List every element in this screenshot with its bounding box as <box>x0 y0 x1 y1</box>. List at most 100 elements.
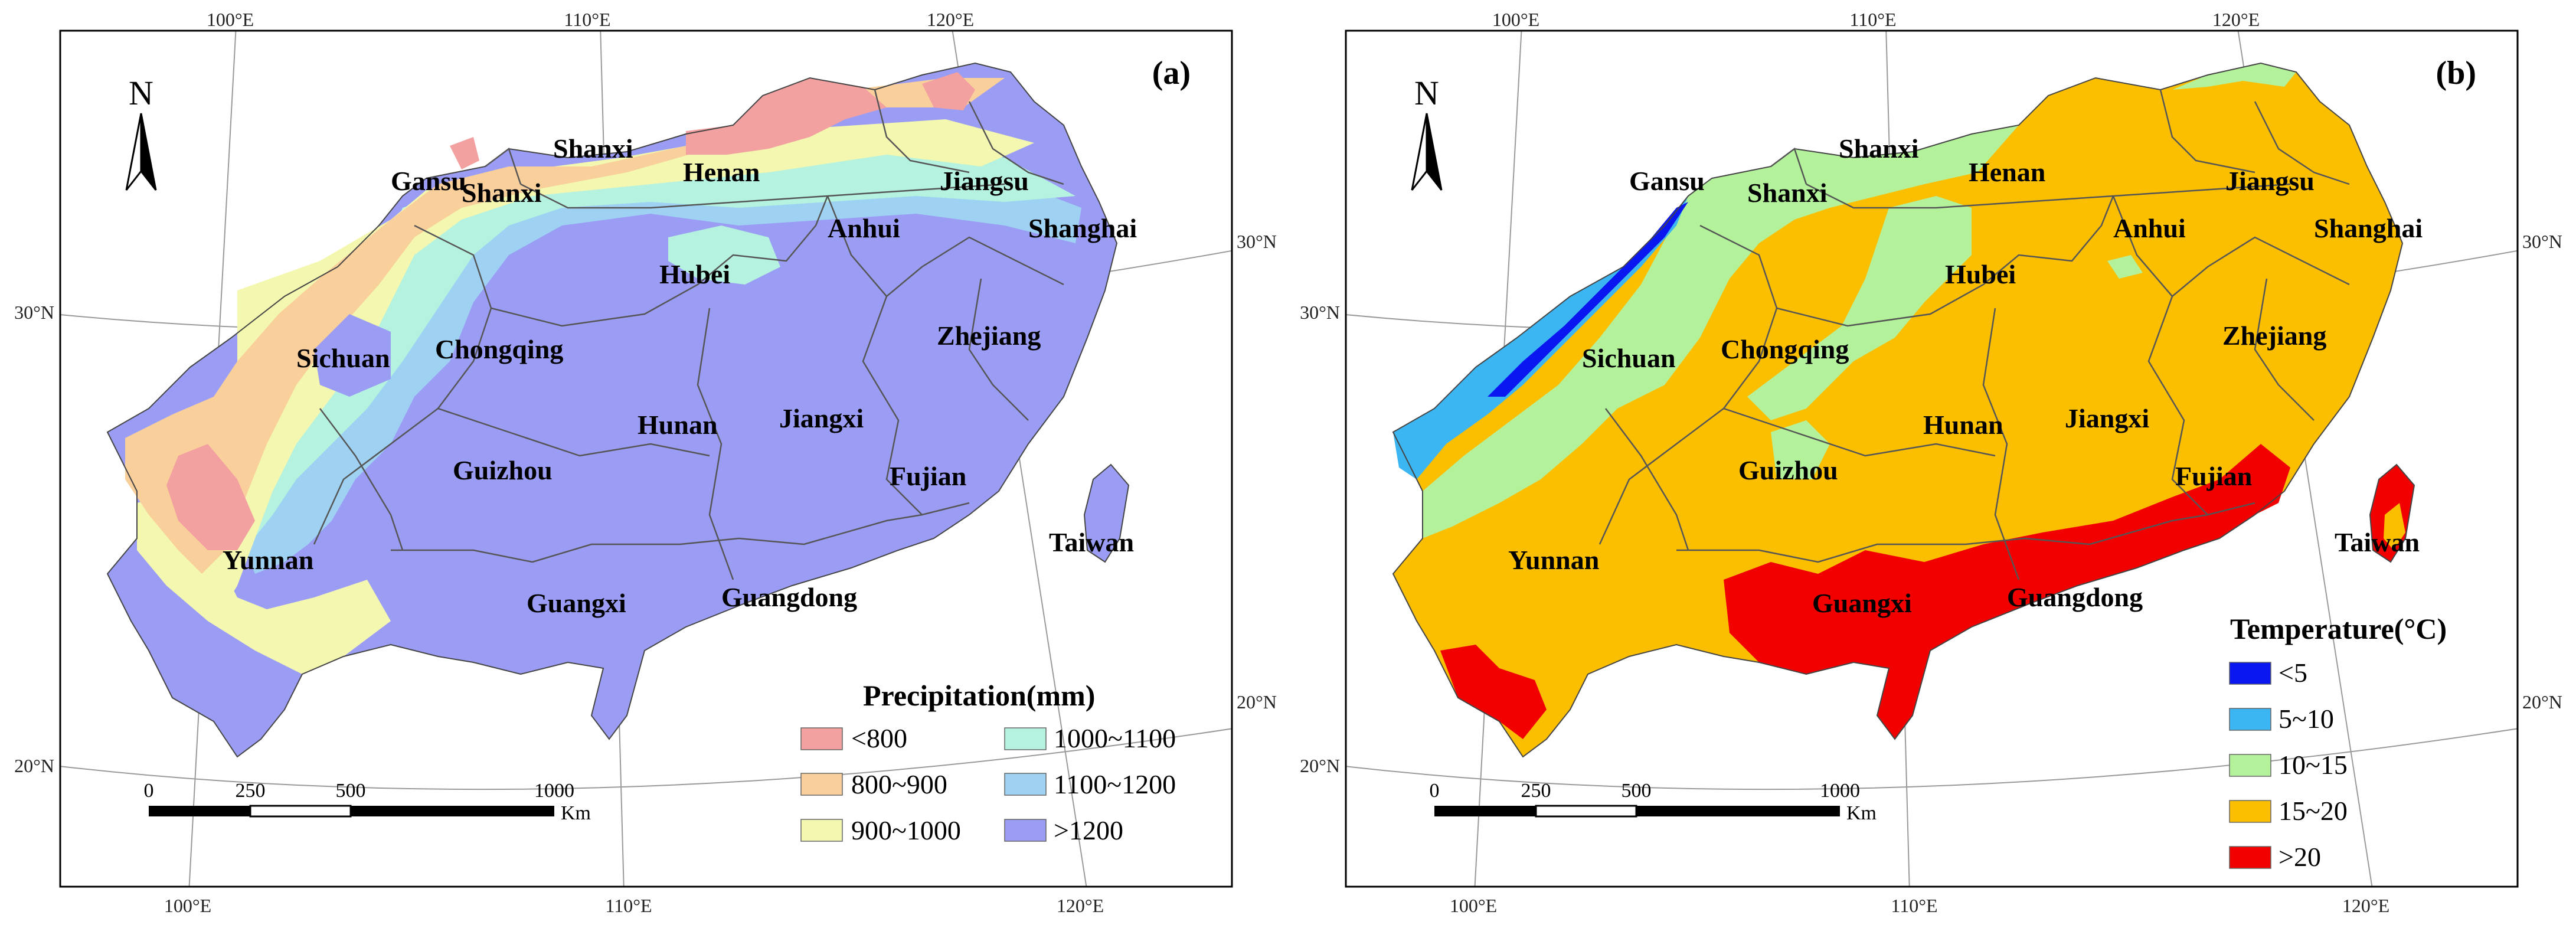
prov-henan-b: Henan <box>1969 157 2045 187</box>
scale-tick-500-b: 500 <box>1622 780 1652 802</box>
prov-fujian-a: Fujian <box>890 461 966 491</box>
prov-shanghai-a: Shanghai <box>1028 213 1137 243</box>
prov-zhejiang-a: Zhejiang <box>937 321 1041 351</box>
prov-fujian-b: Fujian <box>2175 461 2252 491</box>
prov-shanxi-north-a: Shanxi <box>553 133 633 164</box>
lat-left-30-b: 30°N <box>1300 302 1340 323</box>
panel-label-a: (a) <box>1152 55 1191 92</box>
prov-shanghai-b: Shanghai <box>2314 213 2423 243</box>
legend-label-15-20: 15~20 <box>2278 796 2348 826</box>
prov-zhejiang-b: Zhejiang <box>2222 321 2326 351</box>
scale-tick-0-b: 0 <box>1430 780 1440 802</box>
legend-label-lt800: <800 <box>851 723 907 753</box>
lon-bottom-110-b: 110°E <box>1891 895 1937 916</box>
prov-jiangsu-a: Jiangsu <box>940 166 1029 196</box>
prov-sichuan-b: Sichuan <box>1582 343 1676 373</box>
lat-right-30-a: 30°N <box>1237 231 1277 252</box>
north-label-b: N <box>1414 74 1439 112</box>
legend-label-10-15: 10~15 <box>2278 750 2348 780</box>
province-labels-b: Gansu Shanxi Shanxi Henan Jiangsu Shangh… <box>1508 133 2423 618</box>
legend-label-5-10: 5~10 <box>2278 704 2334 734</box>
frame-b <box>1345 30 2519 888</box>
scale-tick-500-a: 500 <box>336 780 366 802</box>
legend-label-gt1200: >1200 <box>1054 815 1123 845</box>
legend-label-900-1000: 900~1000 <box>851 815 961 845</box>
prov-guangdong-b: Guangdong <box>2007 582 2143 612</box>
prov-shanxi-south-a: Shanxi <box>462 178 542 208</box>
lon-top-120-a: 120°E <box>927 9 974 30</box>
lon-top-110-b: 110°E <box>1849 9 1896 30</box>
prov-shanxi-south-b: Shanxi <box>1747 178 1828 208</box>
prov-jiangsu-b: Jiangsu <box>2225 166 2315 196</box>
lon-top-110-a: 110°E <box>564 9 610 30</box>
lat-right-20-a: 20°N <box>1237 691 1277 713</box>
prov-guizhou-b: Guizhou <box>1738 455 1838 485</box>
lat-left-30-a: 30°N <box>14 302 54 323</box>
legend-swatch-10-15 <box>2229 754 2271 777</box>
lon-bottom-100-a: 100°E <box>164 895 211 916</box>
lon-bottom-100-b: 100°E <box>1450 895 1497 916</box>
lon-top-100-a: 100°E <box>207 9 254 30</box>
legend-label-1000-1100: 1000~1100 <box>1054 723 1176 753</box>
prov-shanxi-north-b: Shanxi <box>1839 133 1919 164</box>
legend-swatch-gt1200 <box>1004 819 1047 842</box>
lon-top-100-b: 100°E <box>1492 9 1539 30</box>
panel-b: N (b) Gansu Shanxi Shanxi Henan Jiangsu … <box>1300 9 2562 916</box>
coord-labels-b: 100°E 110°E 120°E 100°E 110°E 120°E 30°N… <box>1300 9 2562 916</box>
scale-tick-0-a: 0 <box>144 780 154 802</box>
province-borders-b <box>1392 63 2415 757</box>
north-label-a: N <box>129 74 153 112</box>
prov-jiangxi-a: Jiangxi <box>779 403 864 433</box>
prov-yunnan-a: Yunnan <box>223 545 313 575</box>
lat-left-20-a: 20°N <box>14 755 54 776</box>
panel-label-b: (b) <box>2436 55 2476 92</box>
prov-taiwan-a: Taiwan <box>1049 527 1134 557</box>
legend-swatch-5-10 <box>2229 708 2271 731</box>
lon-bottom-120-b: 120°E <box>2342 895 2389 916</box>
scale-tick-250-b: 250 <box>1521 780 1551 802</box>
lat-left-20-b: 20°N <box>1300 755 1340 776</box>
north-arrow-a: N <box>125 74 157 191</box>
frame-a <box>59 30 1233 888</box>
prov-anhui-a: Anhui <box>828 213 900 243</box>
prov-gansu-b: Gansu <box>1629 166 1705 196</box>
scale-unit-a: Km <box>561 802 591 824</box>
panel-a: N (a) Gansu Shanxi Shanxi Henan Jiangsu … <box>14 9 1277 916</box>
coord-labels-a: 100°E 110°E 120°E 100°E 110°E 120°E 30°N… <box>14 9 1277 916</box>
legend-label-1100-1200: 1100~1200 <box>1054 769 1176 799</box>
legend-swatch-900-1000 <box>800 819 843 842</box>
legend-b: Temperature(°C) <5 5~10 10~15 15~20 >20 <box>2229 612 2447 872</box>
prov-hubei-b: Hubei <box>1945 259 2016 289</box>
lon-top-120-b: 120°E <box>2212 9 2260 30</box>
temperature-zones <box>1393 63 2405 739</box>
scale-unit-b: Km <box>1846 802 1877 824</box>
prov-anhui-b: Anhui <box>2113 213 2186 243</box>
prov-guangdong-a: Guangdong <box>721 582 857 612</box>
legend-swatch-lt5 <box>2229 662 2271 685</box>
prov-jiangxi-b: Jiangxi <box>2065 403 2149 433</box>
province-borders-a <box>107 63 1129 757</box>
prov-gansu-a: Gansu <box>391 166 466 196</box>
lon-bottom-120-a: 120°E <box>1057 895 1104 916</box>
legend-label-800-900: 800~900 <box>851 769 947 799</box>
prov-guangxi-b: Guangxi <box>1812 588 1912 618</box>
lat-right-30-b: 30°N <box>2522 231 2562 252</box>
legend-swatch-gt20 <box>2229 846 2271 869</box>
prov-yunnan-b: Yunnan <box>1508 545 1599 575</box>
legend-swatch-15-20 <box>2229 800 2271 823</box>
legend-label-lt5: <5 <box>2278 658 2307 688</box>
scale-tick-1000-b: 1000 <box>1820 780 1860 802</box>
legend-swatch-1100-1200 <box>1004 773 1047 796</box>
legend-swatch-800-900 <box>800 773 843 796</box>
prov-sichuan-a: Sichuan <box>296 343 390 373</box>
prov-chongqing-b: Chongqing <box>1721 334 1849 364</box>
legend-title-b: Temperature(°C) <box>2230 612 2447 645</box>
prov-henan-a: Henan <box>683 157 760 187</box>
scale-bar-b: 0 250 500 1000 Km <box>1430 780 1877 824</box>
scale-bar-a: 0 250 500 1000 Km <box>144 780 591 824</box>
precip-zones <box>125 72 1081 674</box>
prov-hunan-b: Hunan <box>1923 410 2003 440</box>
scale-tick-250-a: 250 <box>236 780 266 802</box>
prov-hubei-a: Hubei <box>659 259 730 289</box>
